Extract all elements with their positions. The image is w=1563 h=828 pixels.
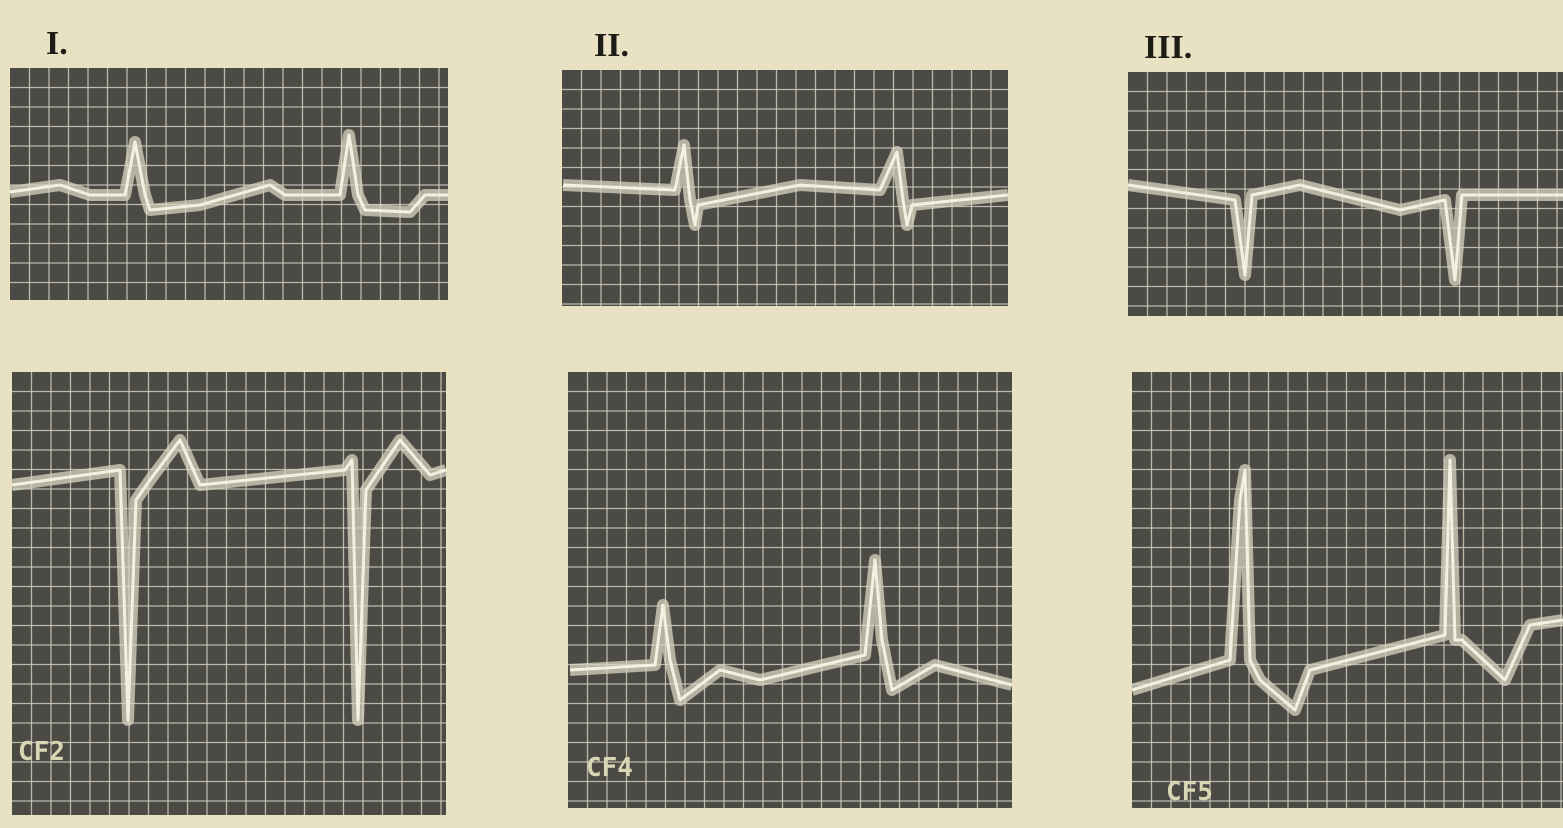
- screen: [12, 372, 446, 815]
- column-heading: III.: [1144, 29, 1192, 66]
- lead-label: CF2: [18, 737, 65, 767]
- ecg-figure: I. II. III. CF2 CF4 CF5: [0, 0, 1563, 828]
- lead-label: CF5: [1166, 777, 1213, 807]
- column-heading: I.: [46, 25, 68, 62]
- page: I. II. III. CF2 CF4 CF5 (() => { const d…: [0, 0, 1563, 828]
- lead-label: CF4: [586, 753, 633, 783]
- column-heading: II.: [594, 27, 629, 64]
- panels: [10, 68, 1563, 815]
